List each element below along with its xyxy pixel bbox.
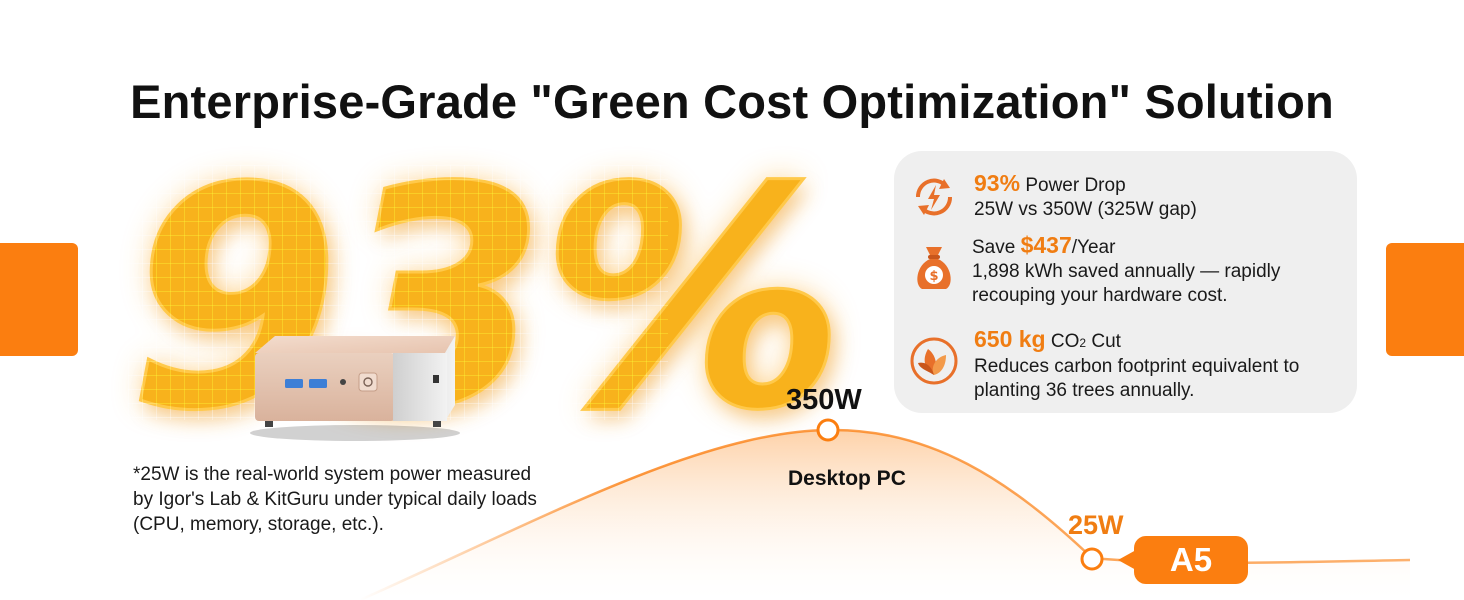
benefit-heading-prefix: Save: [972, 237, 1021, 258]
desktop-point: [816, 418, 840, 442]
benefit-heading-subscript: 2: [1079, 336, 1087, 350]
power-cycle-icon: [915, 178, 953, 216]
curve-area: [360, 429, 1410, 600]
leaf-icon: [910, 337, 958, 385]
footnote-line: *25W is the real-world system power meas…: [133, 464, 532, 485]
footnote: *25W is the real-world system power meas…: [133, 462, 603, 537]
benefit-highlight: $437: [1020, 232, 1072, 258]
benefit-detail: planting 36 trees annually.: [974, 380, 1195, 401]
benefit-detail: 1,898 kWh saved annually — rapidly: [972, 261, 1281, 282]
benefit-heading: 650 kg CO2 Cut: [974, 327, 1354, 355]
desktop-pc-label: Desktop PC: [788, 467, 906, 490]
footnote-line: by Igor's Lab & KitGuru under typical da…: [133, 489, 537, 510]
benefit-detail: recouping your hardware cost.: [972, 285, 1228, 306]
benefit-heading-suffix: Power Drop: [1020, 175, 1126, 196]
page-title: Enterprise-Grade "Green Cost Optimizatio…: [130, 75, 1334, 128]
left-nav-tab[interactable]: [0, 243, 78, 356]
benefit-highlight: 650 kg: [974, 326, 1046, 352]
minipc-model-badge: A5: [1118, 536, 1248, 584]
benefit-heading-suffix-end: Cut: [1086, 331, 1121, 352]
benefit-highlight: 93%: [974, 170, 1021, 196]
right-nav-tab[interactable]: [1386, 243, 1464, 356]
minipc-power-label: 25W: [1068, 510, 1124, 540]
benefit-text: Save $437/Year 1,898 kWh saved annually …: [972, 233, 1352, 308]
benefit-detail: 25W vs 350W (325W gap): [974, 199, 1197, 220]
benefit-detail: Reduces carbon footprint equivalent to: [974, 356, 1300, 377]
benefit-heading: 93% Power Drop: [974, 171, 1354, 198]
benefit-text: 93% Power Drop 25W vs 350W (325W gap): [974, 171, 1354, 222]
desktop-power-label: 350W: [786, 384, 862, 416]
money-bag-icon: $: [917, 247, 951, 289]
benefits-card: 93% Power Drop 25W vs 350W (325W gap) $ …: [894, 151, 1357, 413]
benefit-heading-suffix: /Year: [1071, 237, 1116, 258]
mini-pc-illustration: [250, 336, 460, 441]
benefit-heading: Save $437/Year: [972, 233, 1352, 260]
minipc-point: [1080, 547, 1104, 571]
footnote-line: (CPU, memory, storage, etc.).: [133, 514, 384, 535]
benefit-heading-suffix: CO: [1045, 331, 1080, 352]
svg-text:$: $: [929, 269, 938, 284]
benefit-text: 650 kg CO2 Cut Reduces carbon footprint …: [974, 327, 1354, 403]
